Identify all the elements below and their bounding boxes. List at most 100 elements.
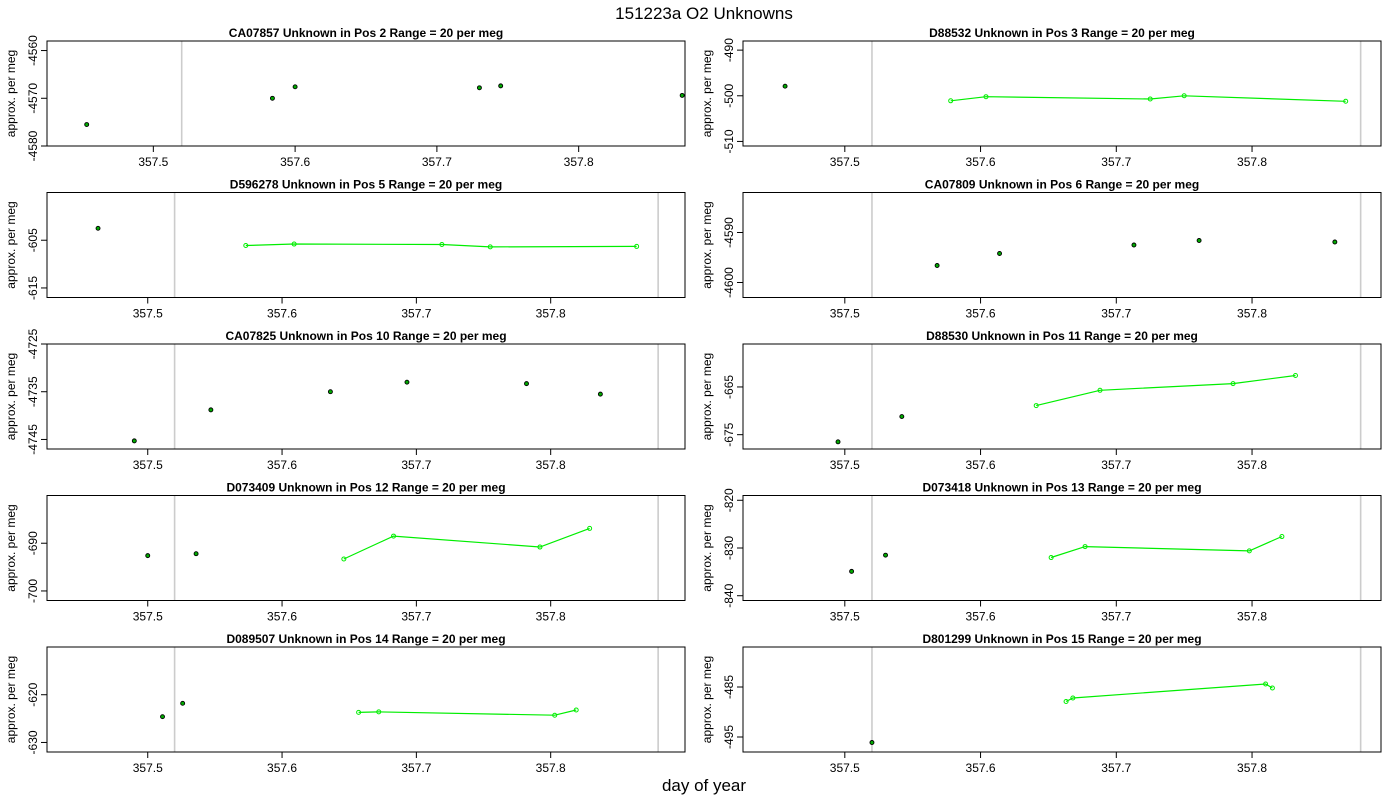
- series-line-point: [1097, 387, 1103, 393]
- series-line-point: [1246, 548, 1252, 554]
- x-tick-label: 357.7: [401, 610, 431, 624]
- data-point: [883, 552, 888, 558]
- series-line: [245, 243, 637, 248]
- data-point: [869, 740, 875, 745]
- x-tick-label: 357.7: [401, 307, 431, 321]
- x-tick-label: 357.6: [966, 458, 996, 472]
- panel-1: CA07857 Unknown in Pos 2 Range = 20 per …: [4, 26, 686, 169]
- y-tick-label: -490: [722, 38, 736, 62]
- series-line-point: [356, 709, 362, 715]
- series-line-point: [1263, 681, 1269, 687]
- panel-title: D88532 Unknown in Pos 3 Range = 20 per m…: [929, 26, 1195, 40]
- series-line-point: [291, 241, 297, 247]
- series-line: [1065, 683, 1273, 703]
- x-tick-label: 357.5: [830, 307, 860, 321]
- series-line-point: [391, 533, 397, 539]
- panel-title: D073418 Unknown in Pos 13 Range = 20 per…: [922, 481, 1201, 495]
- y-tick-label: -630: [26, 730, 40, 754]
- data-point: [849, 568, 855, 574]
- panel-title: D88530 Unknown in Pos 11 Range = 20 per …: [926, 329, 1198, 343]
- y-tick-label: -4590: [722, 217, 736, 248]
- series-line-point: [537, 544, 543, 550]
- plot-frame: [742, 40, 1382, 147]
- y-tick-label: -620: [26, 682, 40, 706]
- y-axis-label: approx. per meg: [700, 201, 714, 288]
- x-tick-label: 357.8: [1237, 307, 1267, 321]
- data-point: [292, 84, 298, 90]
- y-axis-label: approx. per meg: [700, 656, 714, 743]
- y-axis-label: approx. per meg: [4, 201, 18, 288]
- plot-frame: [742, 192, 1382, 298]
- x-tick-label: 357.8: [1237, 761, 1267, 775]
- y-axis-label: approx. per meg: [4, 353, 18, 440]
- series-line-point: [1181, 93, 1187, 99]
- data-point: [95, 225, 101, 231]
- series-line-point: [948, 98, 954, 104]
- plot-frame: [742, 646, 1382, 753]
- data-point: [498, 83, 504, 89]
- series-line: [950, 95, 1346, 102]
- panel-grid: CA07857 Unknown in Pos 2 Range = 20 per …: [4, 26, 1382, 775]
- data-point: [524, 381, 529, 387]
- series-line-point: [1292, 373, 1298, 378]
- y-axis-label: approx. per meg: [4, 50, 18, 137]
- y-tick-label: -675: [722, 422, 736, 446]
- data-point: [180, 700, 186, 706]
- panel-title: D801299 Unknown in Pos 15 Range = 20 per…: [922, 632, 1201, 646]
- data-point: [327, 389, 333, 395]
- panel-5: CA07825 Unknown in Pos 10 Range = 20 per…: [4, 328, 686, 472]
- y-tick-label: -4745: [26, 424, 40, 455]
- panel-title: CA07857 Unknown in Pos 2 Range = 20 per …: [229, 26, 503, 40]
- y-tick-label: -820: [722, 488, 736, 512]
- x-tick-label: 357.8: [536, 610, 566, 624]
- x-tick-label: 357.8: [1237, 155, 1267, 169]
- plot-frame: [742, 343, 1382, 450]
- panel-title: CA07809 Unknown in Pos 6 Range = 20 per …: [925, 178, 1199, 192]
- y-tick-label: -4600: [722, 267, 736, 298]
- series-line-point: [1082, 544, 1088, 550]
- y-tick-label: -605: [26, 228, 40, 252]
- x-tick-label: 357.5: [830, 761, 860, 775]
- data-point: [782, 83, 788, 89]
- figure-x-axis-label: day of year: [662, 776, 746, 795]
- y-axis-label: approx. per meg: [4, 656, 18, 743]
- data-point: [934, 263, 940, 268]
- x-tick-label: 357.6: [267, 307, 297, 321]
- panel-title: D596278 Unknown in Pos 5 Range = 20 per …: [230, 178, 502, 192]
- y-tick-label: -500: [722, 83, 736, 107]
- x-tick-label: 357.7: [1101, 610, 1131, 624]
- x-tick-label: 357.8: [564, 155, 594, 169]
- x-tick-label: 357.8: [536, 761, 566, 775]
- panel-title: CA07825 Unknown in Pos 10 Range = 20 per…: [225, 329, 506, 343]
- series-line-point: [1147, 96, 1153, 102]
- y-tick-label: -4580: [26, 130, 40, 161]
- y-tick-label: -4735: [26, 376, 40, 407]
- x-tick-label: 357.7: [1101, 307, 1131, 321]
- y-tick-label: -700: [26, 579, 40, 603]
- plot-frame: [46, 40, 686, 147]
- series-line-point: [376, 709, 382, 715]
- data-point: [597, 391, 603, 397]
- data-point: [208, 407, 214, 413]
- panel-4: CA07809 Unknown in Pos 6 Range = 20 per …: [700, 178, 1382, 321]
- x-tick-label: 357.8: [1237, 610, 1267, 624]
- data-point: [404, 379, 410, 385]
- x-tick-label: 357.6: [966, 761, 996, 775]
- y-tick-label: -690: [26, 531, 40, 555]
- series-line-point: [1070, 695, 1076, 701]
- plot-frame: [46, 343, 686, 450]
- data-point: [160, 714, 165, 720]
- x-tick-label: 357.6: [267, 458, 297, 472]
- x-tick-label: 357.6: [267, 610, 297, 624]
- series-line: [1036, 374, 1296, 407]
- data-point: [679, 92, 685, 98]
- data-point: [84, 122, 90, 127]
- data-point: [1196, 238, 1202, 243]
- panel-6: D88530 Unknown in Pos 11 Range = 20 per …: [700, 329, 1382, 472]
- data-point: [899, 414, 905, 419]
- series-line-point: [587, 525, 593, 531]
- series-line-point: [634, 243, 640, 249]
- x-tick-label: 357.5: [133, 761, 163, 775]
- x-tick-label: 357.6: [966, 610, 996, 624]
- series-line-point: [243, 242, 249, 248]
